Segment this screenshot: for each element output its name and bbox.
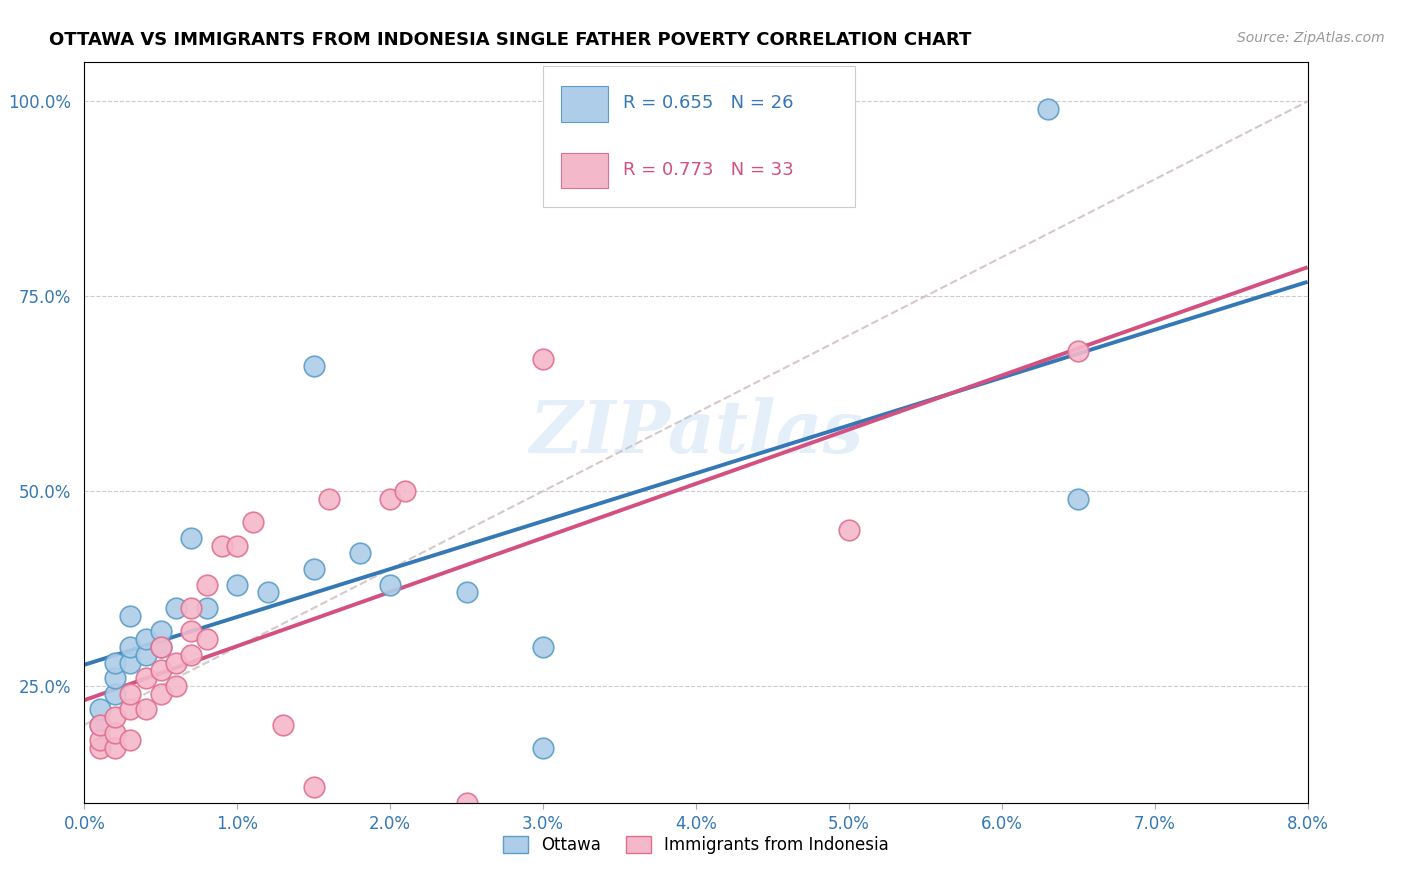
Point — [456, 796, 478, 810]
Point — [89, 718, 111, 732]
Legend: Ottawa, Immigrants from Indonesia: Ottawa, Immigrants from Indonesia — [496, 830, 896, 861]
Point — [349, 546, 371, 560]
Point — [149, 663, 172, 677]
Point — [1036, 102, 1059, 116]
Point — [302, 562, 325, 576]
Point — [226, 539, 249, 553]
Point — [394, 484, 416, 499]
Text: Source: ZipAtlas.com: Source: ZipAtlas.com — [1237, 31, 1385, 45]
Point — [195, 577, 218, 591]
Point — [149, 687, 172, 701]
Point — [165, 679, 187, 693]
Point — [149, 624, 172, 639]
Point — [104, 687, 127, 701]
FancyBboxPatch shape — [543, 66, 855, 207]
Point — [149, 640, 172, 654]
Point — [120, 733, 142, 747]
Point — [104, 671, 127, 685]
Point — [302, 780, 325, 795]
Point — [180, 601, 202, 615]
Point — [135, 632, 157, 647]
Point — [120, 702, 142, 716]
Point — [195, 601, 218, 615]
Point — [380, 577, 402, 591]
FancyBboxPatch shape — [561, 87, 607, 121]
Text: ZIPatlas: ZIPatlas — [529, 397, 863, 468]
Point — [104, 725, 127, 739]
Point — [120, 608, 142, 623]
Point — [104, 710, 127, 724]
Point — [271, 718, 294, 732]
Point — [89, 741, 111, 756]
Point — [149, 640, 172, 654]
Point — [165, 656, 187, 670]
Point — [135, 648, 157, 662]
Point — [380, 491, 402, 506]
Point — [135, 671, 157, 685]
Point — [120, 687, 142, 701]
Point — [89, 702, 111, 716]
Point — [531, 741, 554, 756]
FancyBboxPatch shape — [561, 153, 607, 188]
Point — [180, 624, 202, 639]
Point — [1067, 343, 1090, 358]
Point — [135, 702, 157, 716]
Text: R = 0.773   N = 33: R = 0.773 N = 33 — [623, 161, 793, 178]
Text: R = 0.655   N = 26: R = 0.655 N = 26 — [623, 95, 793, 112]
Point — [456, 585, 478, 599]
Point — [180, 648, 202, 662]
Point — [211, 539, 233, 553]
Point — [180, 531, 202, 545]
Text: OTTAWA VS IMMIGRANTS FROM INDONESIA SINGLE FATHER POVERTY CORRELATION CHART: OTTAWA VS IMMIGRANTS FROM INDONESIA SING… — [49, 31, 972, 49]
Point — [302, 359, 325, 374]
Point — [257, 585, 280, 599]
Point — [531, 640, 554, 654]
Point — [226, 577, 249, 591]
Point — [318, 491, 340, 506]
Point — [531, 351, 554, 366]
Point — [120, 656, 142, 670]
Point — [89, 718, 111, 732]
Point — [104, 741, 127, 756]
Point — [1067, 491, 1090, 506]
Point — [120, 640, 142, 654]
Point — [89, 733, 111, 747]
Point — [195, 632, 218, 647]
Point — [242, 515, 264, 529]
Point — [838, 523, 860, 537]
Point — [104, 656, 127, 670]
Point — [165, 601, 187, 615]
